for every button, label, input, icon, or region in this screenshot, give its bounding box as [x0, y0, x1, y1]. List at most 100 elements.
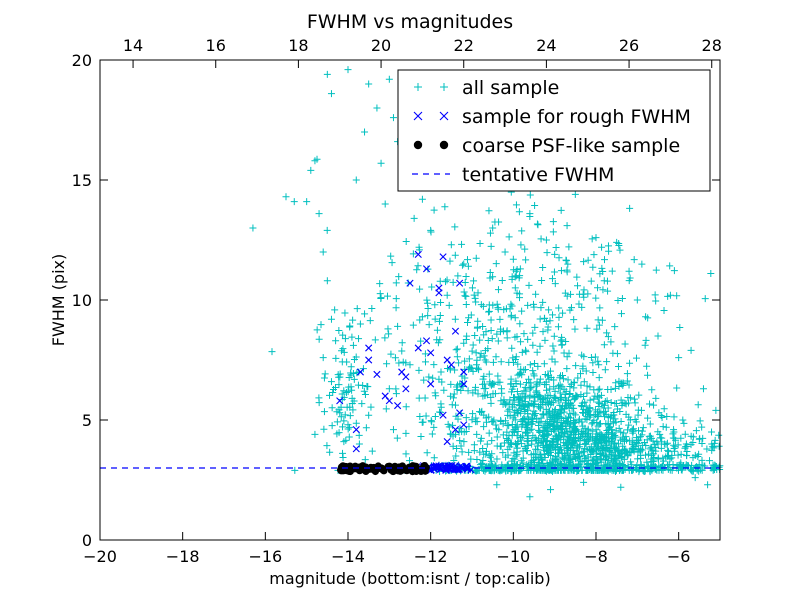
data-point-plus — [654, 454, 662, 462]
data-point-plus — [603, 397, 611, 405]
data-point-plus — [436, 277, 444, 285]
data-point-plus — [641, 341, 649, 349]
data-point-plus — [418, 195, 426, 203]
data-point-plus — [512, 201, 520, 209]
data-point-plus — [514, 360, 522, 368]
data-point-plus — [484, 336, 492, 344]
data-point-plus — [414, 262, 422, 270]
data-point-plus — [551, 427, 559, 435]
data-point-plus — [348, 394, 356, 402]
data-point-plus — [573, 273, 581, 281]
data-point-plus — [591, 392, 599, 400]
data-point-plus — [517, 241, 525, 249]
data-point-plus — [508, 385, 516, 393]
data-point-plus — [385, 385, 393, 393]
data-point-plus — [361, 456, 369, 464]
data-point-plus — [597, 458, 605, 466]
data-point-plus — [585, 445, 593, 453]
data-point-plus — [577, 428, 585, 436]
data-point-plus — [530, 393, 538, 401]
data-point-plus — [579, 422, 587, 430]
y-tick-label: 10 — [72, 291, 92, 310]
data-point-plus — [518, 227, 526, 235]
data-point-plus — [570, 316, 578, 324]
data-point-plus — [663, 413, 671, 421]
data-point-plus — [550, 465, 558, 473]
data-point-plus — [354, 381, 362, 389]
data-point-plus — [604, 404, 612, 412]
data-point-plus — [382, 405, 390, 413]
data-point-plus — [583, 382, 591, 390]
data-point-plus — [666, 262, 674, 270]
data-point-plus — [340, 417, 348, 425]
data-point-plus — [425, 321, 433, 329]
data-point-plus — [533, 348, 541, 356]
data-point-plus — [607, 398, 615, 406]
data-point-plus — [568, 441, 576, 449]
data-point-plus — [544, 450, 552, 458]
data-point-plus — [485, 413, 493, 421]
data-point-plus — [485, 429, 493, 437]
data-point-plus — [450, 390, 458, 398]
data-point-plus — [511, 439, 519, 447]
data-point-plus — [594, 398, 602, 406]
data-point-plus — [696, 417, 704, 425]
data-point-plus — [656, 430, 664, 438]
data-point-plus — [389, 426, 397, 434]
data-point-plus — [340, 438, 348, 446]
data-point-plus — [543, 386, 551, 394]
data-point-plus — [638, 260, 646, 268]
data-point-plus — [529, 341, 537, 349]
data-point-plus — [427, 226, 435, 234]
data-point-plus — [393, 434, 401, 442]
data-point-plus — [435, 317, 443, 325]
data-point-plus — [492, 421, 500, 429]
data-point-plus — [521, 383, 529, 391]
data-point-plus — [602, 411, 610, 419]
data-point-plus — [670, 413, 678, 421]
data-point-plus — [543, 425, 551, 433]
data-point-plus — [564, 452, 572, 460]
data-point-plus — [473, 418, 481, 426]
data-point-plus — [598, 243, 606, 251]
data-point-plus — [609, 418, 617, 426]
data-point-plus — [420, 376, 428, 384]
data-point-plus — [584, 290, 592, 298]
data-point-plus — [552, 410, 560, 418]
data-point-plus — [500, 396, 508, 404]
data-point-plus — [558, 336, 566, 344]
data-point-x — [373, 370, 381, 378]
data-point-plus — [528, 437, 536, 445]
data-point-plus — [539, 264, 547, 272]
data-point-plus — [614, 405, 622, 413]
data-point-plus — [522, 346, 530, 354]
data-point-plus — [555, 313, 563, 321]
data-point-plus — [546, 415, 554, 423]
data-point-plus — [472, 349, 480, 357]
data-point-plus — [344, 388, 352, 396]
data-point-plus — [365, 411, 373, 419]
data-point-plus — [455, 428, 463, 436]
data-point-plus — [615, 448, 623, 456]
data-point-plus — [531, 359, 539, 367]
data-point-plus — [551, 358, 559, 366]
data-point-plus — [632, 434, 640, 442]
data-point-plus — [471, 294, 479, 302]
data-point-plus — [533, 387, 541, 395]
data-point-plus — [479, 392, 487, 400]
data-point-plus — [472, 414, 480, 422]
data-point-plus — [651, 465, 659, 473]
data-point-plus — [551, 387, 559, 395]
data-point-plus — [525, 375, 533, 383]
data-point-plus — [624, 393, 632, 401]
data-point-plus — [331, 306, 339, 314]
data-point-plus — [440, 386, 448, 394]
data-point-plus — [505, 233, 513, 241]
legend-label: coarse PSF-like sample — [462, 135, 680, 157]
data-point-plus — [491, 218, 499, 226]
data-point-x — [352, 426, 360, 434]
legend-item: all sample — [414, 77, 559, 99]
data-point-x — [451, 426, 460, 434]
data-point-plus — [580, 286, 588, 294]
data-point-plus — [587, 411, 595, 419]
